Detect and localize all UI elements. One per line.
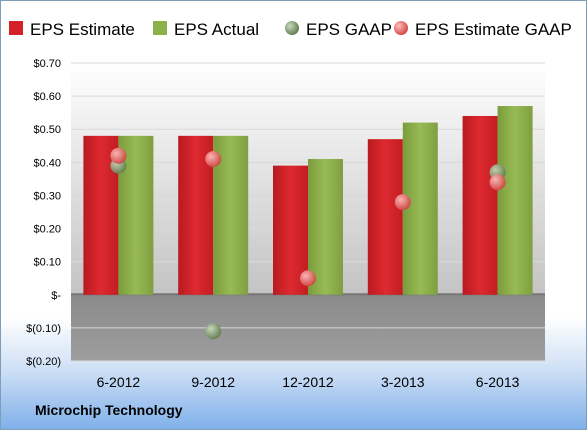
legend-label-eps-estimate-gaap: EPS Estimate GAAP (415, 20, 572, 39)
plot-area-negative (71, 293, 545, 361)
point-eps-estimate-gaap (110, 147, 127, 164)
y-tick-label: $0.50 (33, 124, 61, 136)
point-eps-estimate-gaap (489, 174, 506, 191)
bar-eps-estimate (367, 139, 403, 295)
x-tick-label: 6-2012 (97, 374, 141, 390)
y-tick-label: $0.10 (33, 257, 61, 269)
point-eps-estimate-gaap (205, 151, 222, 168)
y-tick-label: $0.20 (33, 224, 61, 236)
legend-label-eps-actual: EPS Actual (174, 20, 259, 39)
x-tick-label: 3-2013 (381, 374, 425, 390)
x-tick-label: 12-2012 (282, 374, 334, 390)
bar-eps-estimate (462, 115, 498, 295)
legend-label-eps-estimate: EPS Estimate (30, 20, 135, 39)
bar-eps-actual (497, 106, 533, 295)
y-tick-label: $(0.20) (26, 356, 61, 368)
bar-eps-actual (308, 159, 343, 295)
legend-swatch-eps-estimate (9, 21, 23, 35)
bars (83, 106, 533, 295)
legend: EPS Estimate EPS Actual EPS GAAP EPS Est… (9, 20, 572, 39)
company-name: Microchip Technology (35, 402, 183, 418)
point-eps-gaap (205, 323, 222, 340)
bar-eps-actual (402, 122, 438, 295)
y-tick-label: $(0.10) (26, 323, 61, 335)
legend-marker-eps-gaap (285, 21, 299, 35)
x-tick-label: 9-2012 (191, 374, 235, 390)
y-tick-label: $- (51, 290, 61, 302)
point-eps-estimate-gaap (394, 194, 411, 211)
x-axis: 6-2012 9-2012 12-2012 3-2013 6-2013 (97, 374, 520, 390)
points (110, 147, 506, 340)
legend-marker-eps-estimate-gaap (394, 21, 408, 35)
legend-swatch-eps-actual (153, 21, 167, 35)
y-tick-label: $0.70 (33, 58, 61, 70)
y-tick-label: $0.30 (33, 190, 61, 202)
legend-label-eps-gaap: EPS GAAP (306, 20, 392, 39)
y-axis: $0.70 $0.60 $0.50 $0.40 $0.30 $0.20 $0.10 $- $(0… (26, 58, 61, 368)
y-tick-label: $0.40 (33, 157, 61, 169)
x-tick-label: 6-2013 (476, 374, 520, 390)
y-tick-label: $0.60 (33, 91, 61, 103)
point-eps-estimate-gaap (300, 270, 316, 287)
